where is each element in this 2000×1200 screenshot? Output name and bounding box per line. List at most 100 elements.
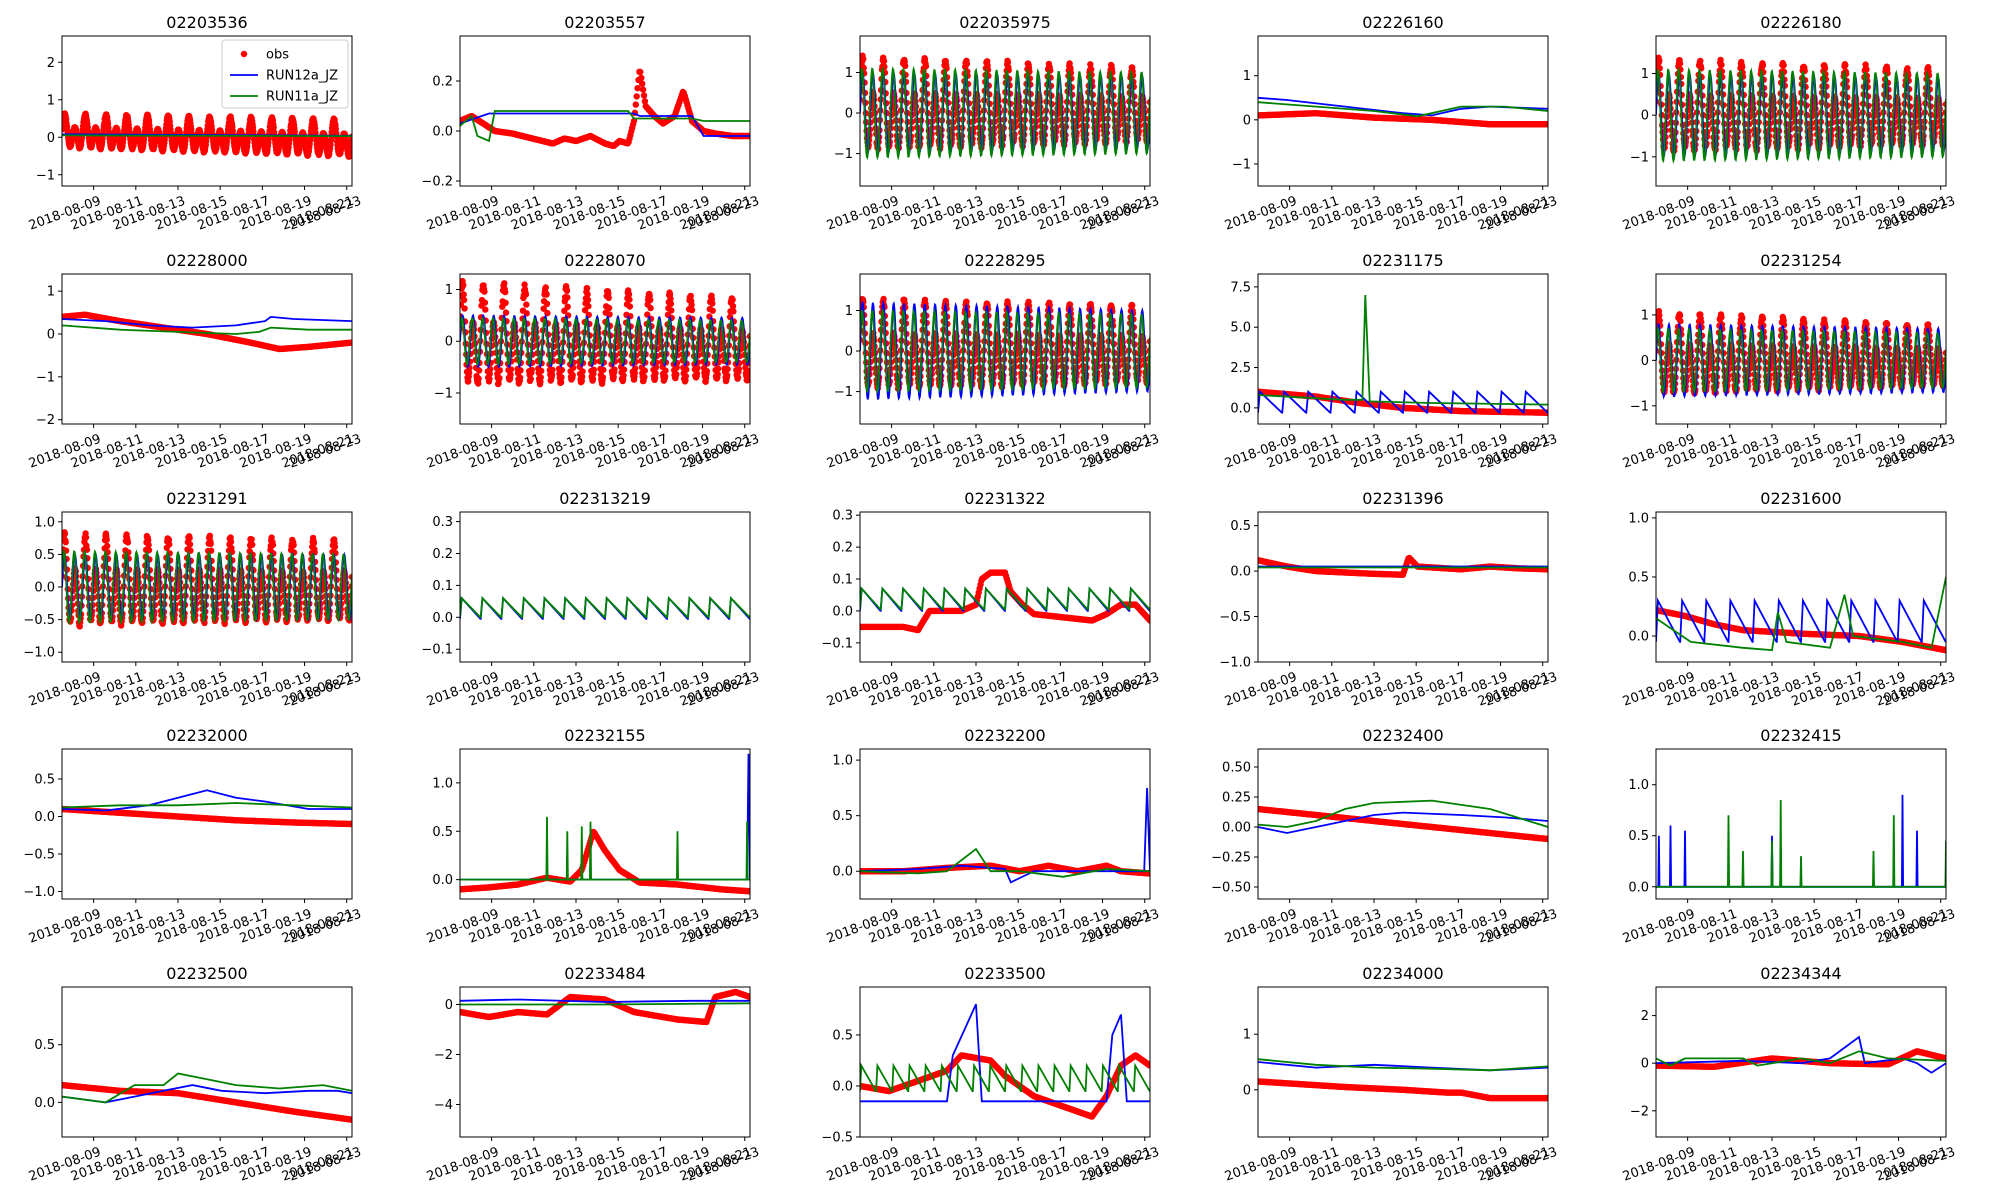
obs-point [703, 367, 711, 375]
axes-frame [459, 273, 751, 425]
y-tick-label: 2 [47, 56, 55, 71]
series-obs [460, 68, 750, 149]
obs-point [1676, 60, 1684, 67]
y-tick-label: −1 [834, 385, 853, 400]
y-tick-label: 0 [1641, 109, 1649, 124]
obs-point [667, 295, 674, 302]
obs-point [694, 365, 701, 372]
panel-title: 02231175 [1362, 251, 1443, 270]
obs-point [1544, 121, 1548, 128]
obs-point [481, 288, 488, 295]
obs-point [527, 375, 534, 383]
panel-title: 02228000 [166, 251, 247, 270]
plot-area [460, 68, 750, 149]
y-tick-label: 1 [47, 93, 55, 108]
obs-point [543, 291, 550, 298]
obs-point [688, 306, 696, 314]
obs-point [693, 370, 701, 377]
obs-point [1129, 302, 1136, 309]
obs-point [600, 366, 607, 373]
y-tick-label: −1 [36, 370, 55, 385]
obs-point [683, 366, 690, 373]
series-RUN12a_JZ [62, 315, 352, 329]
plot-area [460, 277, 750, 388]
obs-point [1863, 66, 1870, 73]
obs-point [585, 302, 592, 310]
obs-point [641, 367, 648, 374]
series-obs [1258, 110, 1548, 128]
subplot-02231175: 022311750.02.55.07.52018-08-092018-08-11… [1223, 251, 1559, 472]
obs-point [579, 368, 586, 375]
obs-point [724, 372, 731, 379]
y-tick-label: −2 [36, 413, 55, 428]
obs-point [1088, 66, 1095, 73]
panel-title: 02228295 [964, 251, 1045, 270]
obs-point [639, 80, 646, 87]
legend-label: RUN12a_JZ [266, 69, 338, 84]
series-obs [62, 110, 352, 160]
obs-point [1004, 59, 1012, 66]
obs-point [682, 373, 689, 380]
panel-title: 02228070 [564, 251, 645, 270]
obs-point [724, 365, 731, 373]
series-RUN11a_JZ [460, 110, 750, 143]
obs-point [729, 296, 736, 303]
obs-point [668, 307, 675, 314]
obs-point [714, 365, 722, 372]
obs-point [1904, 65, 1911, 72]
obs-point [517, 367, 524, 374]
obs-point [605, 294, 612, 302]
obs-point [1717, 56, 1724, 64]
obs-point [496, 367, 503, 374]
obs-point [590, 366, 597, 373]
obs-point [549, 366, 556, 373]
series-RUN11a_JZ [1656, 66, 1946, 165]
y-tick-label: −1 [36, 168, 55, 183]
obs-point [1842, 61, 1849, 69]
obs-point [652, 370, 659, 377]
obs-point [475, 367, 483, 374]
obs-point [537, 374, 544, 381]
axes-frame [61, 273, 353, 425]
obs-point [626, 303, 634, 310]
obs-point [922, 62, 930, 70]
obs-point [673, 371, 680, 378]
subplot-02228070: 02228070−1012018-08-092018-08-112018-08-… [425, 251, 761, 472]
obs-point [661, 373, 669, 380]
panel-title: 022035975 [959, 13, 1051, 32]
obs-point [1697, 57, 1704, 65]
obs-point [557, 379, 565, 386]
obs-point [667, 300, 675, 307]
y-tick-label: −1 [834, 147, 853, 162]
obs-point [647, 296, 654, 304]
obs-point [502, 309, 510, 316]
obs-point [1739, 63, 1746, 71]
y-tick-label: 1 [845, 304, 853, 319]
y-tick-label: 1 [1641, 67, 1649, 82]
legend-label: RUN11a_JZ [266, 90, 338, 105]
obs-point [714, 371, 721, 378]
obs-point [460, 296, 468, 304]
obs-point [460, 282, 467, 289]
panel-title: 02226160 [1362, 13, 1443, 32]
axes-frame [859, 35, 1151, 187]
plot-area [860, 52, 1150, 161]
obs-point [460, 291, 467, 298]
y-tick-label: 0 [47, 131, 55, 146]
obs-point [496, 374, 503, 382]
y-tick-label: 0 [445, 335, 453, 350]
obs-point [584, 285, 591, 292]
obs-point [620, 366, 628, 373]
obs-point [522, 291, 530, 298]
y-tick-label: −1 [1630, 150, 1649, 165]
obs-point [625, 290, 633, 298]
obs-point [564, 303, 571, 310]
legend-marker-obs [240, 50, 248, 58]
series-RUN11a_JZ [62, 324, 352, 335]
axes-frame [61, 35, 353, 187]
y-tick-label: 0 [845, 107, 853, 122]
obs-point [584, 296, 592, 304]
obs-point [542, 284, 549, 291]
plot-area [1258, 294, 1548, 416]
